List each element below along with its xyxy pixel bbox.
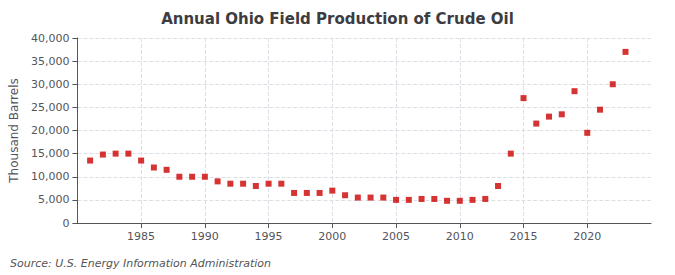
svg-text:2020: 2020 xyxy=(573,230,601,243)
svg-text:1995: 1995 xyxy=(255,230,283,243)
svg-text:40,000: 40,000 xyxy=(31,32,70,45)
svg-text:0: 0 xyxy=(62,217,69,230)
svg-text:10,000: 10,000 xyxy=(31,170,70,183)
svg-text:Source: U.S. Energy Informatio: Source: U.S. Energy Information Administ… xyxy=(10,257,271,270)
svg-text:Thousand Barrels: Thousand Barrels xyxy=(7,78,21,183)
svg-text:2010: 2010 xyxy=(446,230,474,243)
svg-text:2000: 2000 xyxy=(318,230,346,243)
svg-text:1985: 1985 xyxy=(127,230,155,243)
svg-text:20,000: 20,000 xyxy=(31,124,70,137)
svg-text:25,000: 25,000 xyxy=(31,101,70,114)
svg-text:2005: 2005 xyxy=(382,230,410,243)
svg-text:5,000: 5,000 xyxy=(38,193,70,206)
svg-text:1990: 1990 xyxy=(191,230,219,243)
svg-text:Annual Ohio Field Production o: Annual Ohio Field Production of Crude Oi… xyxy=(161,10,514,28)
svg-text:35,000: 35,000 xyxy=(31,55,70,68)
svg-text:2015: 2015 xyxy=(510,230,538,243)
svg-text:15,000: 15,000 xyxy=(31,147,70,160)
svg-text:30,000: 30,000 xyxy=(31,78,70,91)
